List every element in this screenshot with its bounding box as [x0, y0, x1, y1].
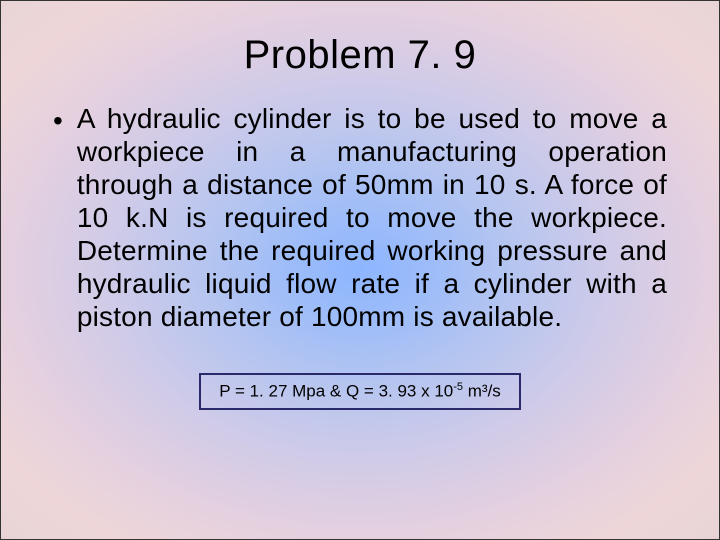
answer-box: P = 1. 27 Mpa & Q = 3. 93 x 10-5 m³/s [199, 373, 521, 410]
slide-container: Problem 7. 9 • A hydraulic cylinder is t… [0, 0, 720, 540]
problem-statement: A hydraulic cylinder is to be used to mo… [77, 102, 667, 333]
bullet-marker: • [53, 104, 63, 138]
answer-prefix: P = 1. 27 Mpa & Q = 3. 93 x 10 [219, 382, 453, 401]
answer-exponent: -5 [453, 381, 463, 393]
slide-title: Problem 7. 9 [53, 33, 667, 78]
bullet-item: • A hydraulic cylinder is to be used to … [53, 102, 667, 333]
answer-suffix: m³/s [463, 382, 501, 401]
